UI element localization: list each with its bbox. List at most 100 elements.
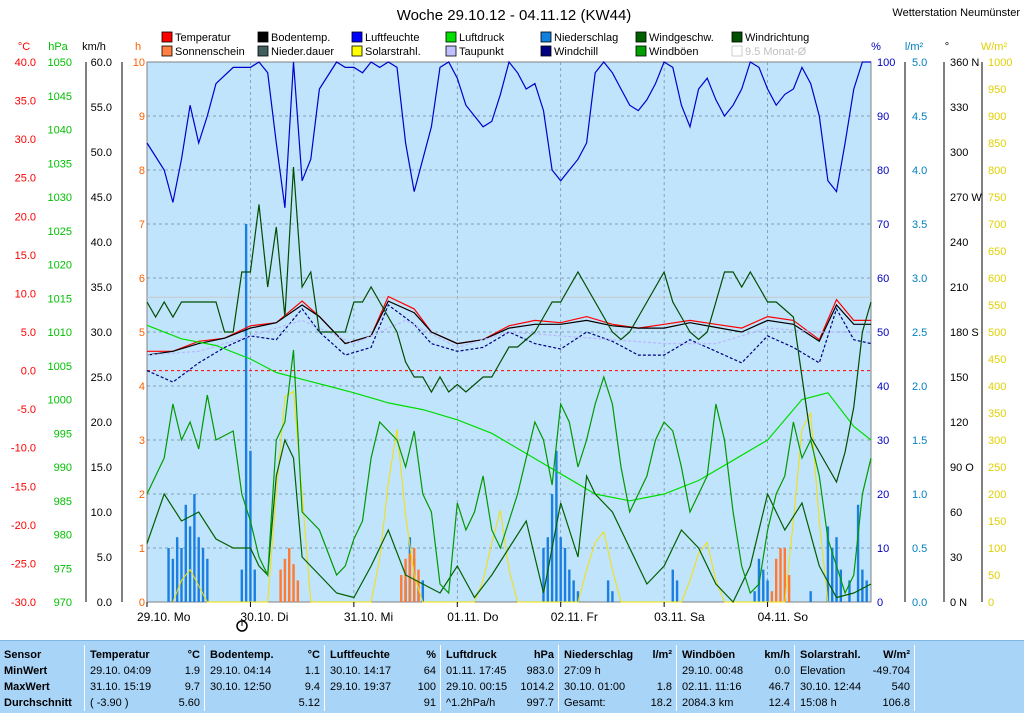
axis-tick-humidity: 70 <box>877 219 889 231</box>
bar-sonnenschein <box>770 591 774 602</box>
x-tick-label: 31.10. Mi <box>344 610 393 624</box>
axis-unit-humidity: % <box>871 41 881 53</box>
axis-unit-rain: l/m² <box>905 41 924 53</box>
axis-tick-temp: 30.0 <box>15 134 36 146</box>
legend-label: Temperatur <box>175 32 231 44</box>
bar-niederschlag <box>848 580 851 602</box>
legend-label: Taupunkt <box>459 46 504 58</box>
bar-sonnenschein <box>292 564 295 602</box>
axis-tick-temp: 25.0 <box>15 173 36 185</box>
axis-tick-humidity: 80 <box>877 165 889 177</box>
axis-tick-sun: 10 <box>133 57 145 69</box>
axis-tick-pressure: 1020 <box>48 260 72 272</box>
bar-niederschlag <box>568 569 571 602</box>
legend-swatch <box>257 45 269 57</box>
axis-unit-sun: h <box>135 41 141 53</box>
stats-cell-label: 02.11. 11:16 <box>682 681 742 693</box>
bar-niederschlag <box>831 548 834 602</box>
clock-icon[interactable] <box>236 620 248 632</box>
axis-tick-pressure: 990 <box>54 462 72 474</box>
stats-cell: 30.10. 12:44 540 <box>800 679 910 695</box>
stats-cell: 29.10. 04:14 1.1 <box>210 663 320 679</box>
stats-cell-value: hPa <box>533 649 554 661</box>
stats-column-solarstrahl: Solarstrahl. W/m² Elevation -49.704 30.10. 1… <box>796 645 915 711</box>
stats-cell-value: 18.2 <box>650 697 672 709</box>
bar-sonnenschein <box>774 558 778 602</box>
stats-cell: Elevation -49.704 <box>800 663 910 679</box>
bar-niederschlag <box>753 591 756 602</box>
legend-swatch <box>351 45 363 57</box>
bar-sonnenschein <box>417 569 420 602</box>
bar-sonnenschein <box>779 548 782 602</box>
bar-niederschlag <box>606 580 610 602</box>
stats-cell: Luftfeuchte% <box>330 647 436 663</box>
stats-cell-label: Luftfeuchte <box>330 649 390 661</box>
stats-cell-value: °C <box>187 649 200 661</box>
stats-cell-value: 5.60 <box>178 697 200 709</box>
stats-cell-label: Bodentemp. <box>210 649 274 661</box>
axis-tick-pressure: 1030 <box>48 192 72 204</box>
x-tick-label: 29.10. Mo <box>137 610 191 624</box>
stats-cell: 30.10. 01:00 1.8 <box>564 679 672 695</box>
weather-chart: Woche 29.10.12 - 04.11.12 (KW44) Wetters… <box>10 7 1021 632</box>
legend-label: Luftfeuchte <box>365 32 419 44</box>
stats-column-luftdruck: Luftdruck hPa 01.11. 17:45 983.0 29.10. 00:1… <box>442 645 559 711</box>
legend-swatch <box>540 31 552 43</box>
bar-sonnenschein <box>787 575 791 602</box>
stats-cell-value: 997.7 <box>526 697 554 709</box>
stats-cell: 5.12 <box>210 695 320 711</box>
axis-tick-wind: 30.0 <box>91 327 112 339</box>
axis-tick-solar: 650 <box>988 246 1006 258</box>
legend-label: 9.5 Monat-Ø <box>745 46 807 58</box>
axis-tick-pressure: 1050 <box>48 57 72 69</box>
chart-title: Woche 29.10.12 - 04.11.12 (KW44) <box>397 7 632 24</box>
bar-niederschlag <box>762 569 765 602</box>
axis-tick-temp: -5.0 <box>17 404 36 416</box>
axis-tick-rain: 5.0 <box>912 57 927 69</box>
axis-tick-humidity: 0 <box>877 597 883 609</box>
axis-tick-wind: 5.0 <box>97 552 112 564</box>
line-luftfeuchte <box>146 60 871 208</box>
legend-swatch <box>445 45 457 57</box>
axis-tick-temp: 35.0 <box>15 96 36 108</box>
axis-tick-temp: -15.0 <box>11 481 36 493</box>
bar-niederschlag <box>559 537 562 602</box>
axis-tick-solar: 500 <box>988 327 1006 339</box>
legend-label: Luftdruck <box>459 32 505 44</box>
stats-cell-label: 29.10. 00:15 <box>446 681 508 693</box>
line-luftdruck <box>146 324 872 502</box>
axis-tick-solar: 900 <box>988 111 1006 123</box>
stats-cell: ^1.2hPa/h 997.7 <box>446 695 554 711</box>
stats-cell-label: Temperatur <box>90 649 150 661</box>
axis-tick-humidity: 10 <box>877 543 889 555</box>
stats-cell: 29.10. 00:15 1014.2 <box>446 679 554 695</box>
axis-tick-wind: 60.0 <box>91 57 112 69</box>
legend-swatch <box>257 31 269 43</box>
bar-sonnenschein <box>296 580 300 602</box>
stats-header-minwert: MinWert <box>4 665 48 677</box>
bar-niederschlag <box>766 580 769 602</box>
x-tick-label: 03.11. Sa <box>654 610 705 624</box>
stats-cell: Niederschlag l/m² <box>564 647 672 663</box>
line-solarstrahlung <box>172 390 829 603</box>
stats-cell-value: l/m² <box>652 649 672 661</box>
stats-cell-label: 29.10. 00:48 <box>682 665 744 677</box>
bar-sonnenschein <box>279 569 282 602</box>
axis-tick-wind: 10.0 <box>91 507 112 519</box>
bar-niederschlag <box>240 569 244 602</box>
axis-tick-direction: 270 W <box>950 192 982 204</box>
axis-tick-temp: 5.0 <box>21 327 36 339</box>
axis-tick-wind: 0.0 <box>97 597 112 609</box>
bar-niederschlag <box>563 548 567 602</box>
stats-label-column: Sensor MinWert MaxWert Durchschnitt <box>0 645 85 711</box>
legend-swatch <box>731 31 743 43</box>
bar-niederschlag <box>175 537 179 602</box>
x-tick-label: 02.11. Fr <box>551 610 598 624</box>
legend-swatch <box>731 45 743 57</box>
legend-label: Windgeschw. <box>649 32 714 44</box>
axis-tick-solar: 800 <box>988 165 1006 177</box>
axis-tick-solar: 1000 <box>988 57 1012 69</box>
stats-cell-label: Niederschlag <box>564 649 634 661</box>
stats-cell-label: 27:09 h <box>564 665 601 677</box>
bar-sonnenschein <box>283 558 287 602</box>
